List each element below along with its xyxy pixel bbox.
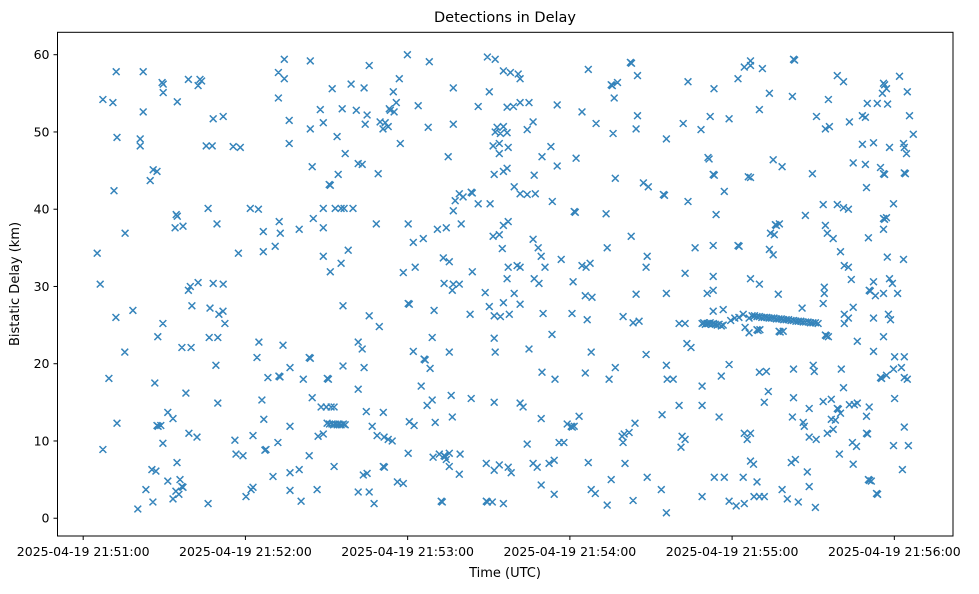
y-tick-label: 60 [34,47,50,62]
x-axis-ticks: 2025-04-19 21:51:00 2025-04-19 21:52:00 20… [17,536,961,559]
y-tick-label: 50 [34,124,50,139]
scatter-points [93,50,918,517]
y-axis-label: Bistatic Delay (km) [8,222,23,346]
x-tick-label: 2025-04-19 21:52:00 [179,544,312,559]
x-tick-label: 2025-04-19 21:51:00 [17,544,150,559]
y-tick-label: 20 [34,356,50,371]
y-tick-label: 0 [42,511,50,526]
y-tick-label: 40 [34,202,50,217]
y-tick-label: 10 [34,433,50,448]
x-tick-label: 2025-04-19 21:55:00 [666,544,799,559]
x-tick-label: 2025-04-19 21:54:00 [503,544,636,559]
x-axis-label: Time (UTC) [468,566,541,581]
y-tick-label: 30 [34,279,50,294]
chart-title: Detections in Delay [434,10,576,26]
scatter-points-group [93,50,918,517]
x-tick-label: 2025-04-19 21:56:00 [828,544,961,559]
y-axis-ticks: 0 10 20 30 40 50 60 [34,47,58,526]
plot-area [57,31,954,537]
x-tick-label: 2025-04-19 21:53:00 [341,544,474,559]
